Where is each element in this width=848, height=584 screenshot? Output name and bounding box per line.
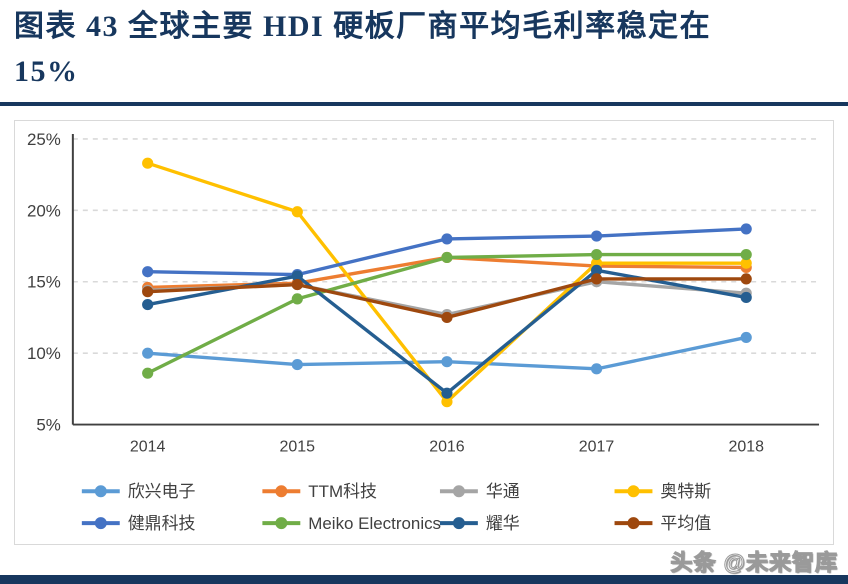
data-point bbox=[740, 331, 752, 344]
y-tick-label: 5% bbox=[36, 416, 60, 435]
data-point bbox=[590, 249, 603, 261]
chart-container: 5% 10% 15% 20% 25% 2014 2015 2016 2017 2018 欣兴电子 TT… bbox=[14, 120, 834, 545]
title-block: 图表 43 全球主要 HDI 硬板厂商平均毛利率稳定在 15% bbox=[0, 0, 848, 106]
x-tick-label: 2015 bbox=[280, 438, 316, 455]
data-point bbox=[441, 233, 453, 245]
legend-marker-icon bbox=[275, 485, 288, 498]
line-chart: 5% 10% 15% 20% 25% 2014 2015 2016 2017 2018 欣兴电子 TT… bbox=[27, 130, 820, 533]
data-point bbox=[142, 266, 154, 278]
data-point bbox=[441, 396, 453, 408]
legend-label: Meiko Electronics bbox=[308, 514, 441, 533]
legend-label: TTM科技 bbox=[308, 482, 377, 501]
watermark: 头条 @未来智库 bbox=[670, 550, 838, 576]
data-point bbox=[590, 230, 603, 242]
data-point bbox=[441, 356, 453, 368]
y-tick-label: 15% bbox=[27, 273, 61, 292]
data-point bbox=[590, 264, 603, 276]
data-point bbox=[291, 279, 303, 291]
data-point bbox=[441, 251, 453, 264]
legend-label: 健鼎科技 bbox=[128, 514, 196, 533]
bottom-accent-bar bbox=[0, 575, 848, 584]
y-tick-label: 25% bbox=[27, 130, 61, 149]
y-tick-label: 20% bbox=[27, 201, 61, 220]
data-point bbox=[142, 347, 154, 359]
data-point bbox=[291, 359, 303, 371]
legend-label: 奥特斯 bbox=[660, 482, 711, 501]
x-tick-label: 2014 bbox=[130, 438, 166, 455]
legend-label: 耀华 bbox=[486, 514, 520, 533]
legend-label: 欣兴电子 bbox=[128, 482, 196, 501]
legend-label: 平均值 bbox=[660, 514, 711, 533]
data-point bbox=[740, 257, 752, 269]
data-point bbox=[142, 286, 154, 298]
data-point bbox=[590, 363, 603, 375]
legend-marker-icon bbox=[94, 485, 107, 498]
page-title-line2: 15% bbox=[14, 55, 79, 88]
data-point bbox=[740, 273, 752, 285]
legend-marker-icon bbox=[452, 485, 465, 498]
data-point bbox=[740, 249, 752, 261]
data-point bbox=[142, 299, 154, 311]
data-point bbox=[291, 293, 303, 305]
watermark-row: 头条 @未来智库 bbox=[0, 545, 848, 577]
data-point bbox=[441, 311, 453, 324]
x-tick-label: 2018 bbox=[728, 438, 764, 455]
data-point bbox=[142, 157, 154, 169]
legend-marker-icon bbox=[275, 517, 288, 530]
legend-marker-icon bbox=[627, 485, 640, 498]
x-tick-label: 2016 bbox=[429, 438, 465, 455]
data-point bbox=[291, 270, 303, 282]
x-tick-label: 2017 bbox=[579, 438, 615, 455]
data-point bbox=[142, 367, 154, 379]
legend-label: 华通 bbox=[486, 482, 520, 501]
legend-marker-icon bbox=[452, 517, 465, 530]
data-point bbox=[441, 387, 453, 399]
y-tick-label: 10% bbox=[27, 344, 61, 363]
data-point bbox=[590, 273, 603, 285]
data-point bbox=[740, 291, 752, 304]
data-point bbox=[740, 223, 752, 235]
legend-marker-icon bbox=[94, 517, 107, 530]
legend-marker-icon bbox=[627, 517, 640, 530]
data-point bbox=[291, 206, 303, 218]
page-title: 图表 43 全球主要 HDI 硬板厂商平均毛利率稳定在 bbox=[14, 10, 712, 43]
